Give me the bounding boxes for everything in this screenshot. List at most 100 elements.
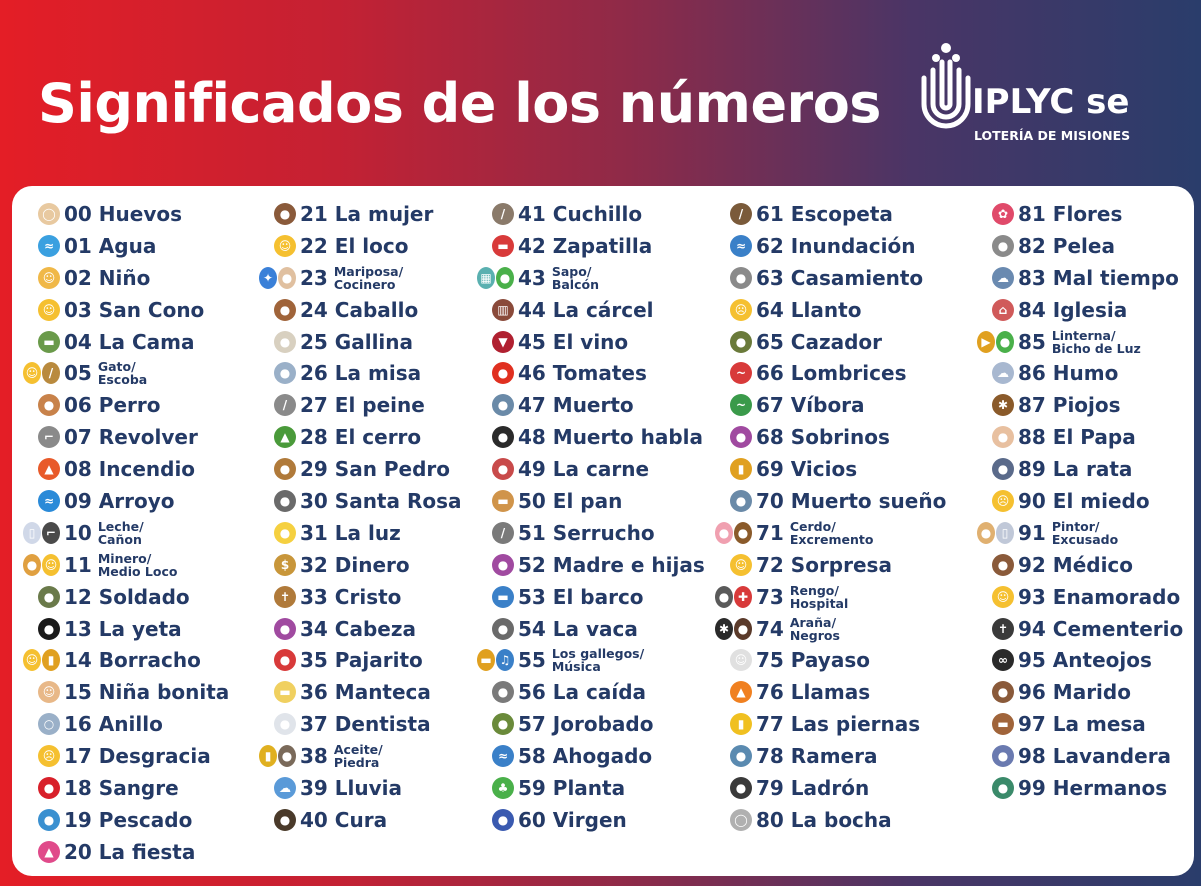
toilet-icon: ▯ bbox=[996, 521, 1014, 544]
list-item: ▬ 97 La mesa bbox=[976, 708, 1183, 740]
item-label: 18 Sangre bbox=[64, 775, 179, 800]
item-icons: ● bbox=[258, 362, 296, 385]
ship-icon: ▬ bbox=[492, 585, 514, 608]
cat-icon: ☺ bbox=[23, 362, 41, 385]
item-icons: ● ☺ bbox=[22, 553, 60, 576]
item-label: 86 Humo bbox=[1018, 361, 1119, 386]
list-item: ● 46 Tomates bbox=[476, 357, 705, 389]
list-item: ☁ 86 Humo bbox=[976, 357, 1183, 389]
list-item: ▬ 50 El pan bbox=[476, 485, 705, 517]
balcony-icon: ▦ bbox=[477, 266, 495, 289]
item-meaning-second: Piedra bbox=[333, 755, 380, 771]
item-meaning-first: Cerdo/ bbox=[789, 518, 836, 534]
louse-icon: ✱ bbox=[992, 394, 1014, 417]
hunchback-icon: ● bbox=[492, 713, 514, 736]
item-label: 62 Inundación bbox=[756, 233, 916, 258]
tomato-icon: ● bbox=[492, 362, 514, 385]
list-item: ▬ 36 Manteca bbox=[258, 676, 462, 708]
item-label: 06 Perro bbox=[64, 393, 161, 418]
list-item: ● ✚ 73 Rengo/Hospital bbox=[714, 581, 946, 613]
item-icons: ● bbox=[476, 426, 514, 449]
item-label: 87 Piojos bbox=[1018, 393, 1121, 418]
scared-face-icon: ☹ bbox=[992, 489, 1014, 512]
doctor-icon: ● bbox=[992, 553, 1014, 576]
item-label: 44 La cárcel bbox=[518, 297, 654, 322]
cook-icon: ● bbox=[278, 266, 296, 289]
item-icons: ○ bbox=[22, 713, 60, 736]
list-item: ≈62 Inundación bbox=[714, 230, 946, 262]
item-meaning-second: Negros bbox=[789, 627, 840, 643]
item-icons: ✝ bbox=[258, 585, 296, 608]
beer-icon: ▮ bbox=[42, 649, 60, 672]
list-item: ▲ 76 Llamas bbox=[714, 676, 946, 708]
column-5: ✿ 81 Flores ● 82 Pelea ☁ 83 Mal tiempo ⌂ 84 Igl… bbox=[976, 198, 1183, 804]
item-label: 09 Arroyo bbox=[64, 488, 175, 513]
flame-icon: ▲ bbox=[730, 681, 752, 704]
thief-icon: ● bbox=[730, 776, 752, 799]
bird-icon: ● bbox=[274, 649, 296, 672]
list-item: ▶ ● 85 Linterna/Bicho de Luz bbox=[976, 326, 1183, 358]
girl-icon: ☺ bbox=[38, 681, 60, 704]
list-item: ▲ 08 Incendio bbox=[22, 453, 229, 485]
item-meaning-first: Gato/ bbox=[97, 359, 136, 375]
list-item: ● 63 Casamiento bbox=[714, 262, 946, 294]
item-label: 08 Incendio bbox=[64, 457, 196, 482]
list-item: ● 70 Muerto sueño bbox=[714, 485, 946, 517]
item-icons: ● bbox=[258, 808, 296, 831]
virgin-icon: ● bbox=[492, 808, 514, 831]
list-item: ● 48 Muerto habla bbox=[476, 421, 705, 453]
fire-house-icon: ▲ bbox=[38, 458, 60, 481]
wave-icon: ≈ bbox=[38, 489, 60, 512]
list-item: ● 24 Caballo bbox=[258, 294, 462, 326]
item-label: 15 Niña bonita bbox=[64, 680, 230, 705]
soldier-icon: ● bbox=[38, 585, 60, 608]
list-item: ● 34 Cabeza bbox=[258, 613, 462, 645]
item-meaning-first: Linterna/ bbox=[1051, 327, 1116, 343]
item-icons: ⌐ bbox=[22, 426, 60, 449]
item-icons: / bbox=[714, 202, 752, 225]
item-icons: ● bbox=[976, 745, 1014, 768]
item-icons: ● bbox=[476, 808, 514, 831]
item-label: 14 Borracho bbox=[64, 648, 201, 673]
item-icons: ☺ bbox=[22, 298, 60, 321]
rain-cloud-icon: ☁ bbox=[274, 776, 296, 799]
item-icons: ● bbox=[258, 521, 296, 544]
item-icons: ▲ bbox=[22, 840, 60, 863]
cigarette-beer-icon: ▮ bbox=[730, 458, 752, 481]
item-icons: ● bbox=[976, 776, 1014, 799]
item-icons: ☺ bbox=[714, 649, 752, 672]
item-label: 51 Serrucho bbox=[518, 520, 655, 545]
item-meaning-second: Balcón bbox=[551, 276, 599, 292]
fight-icon: ● bbox=[992, 234, 1014, 257]
logo-name: IPLYC se bbox=[972, 82, 1130, 122]
item-meaning-first: Rengo/ bbox=[789, 582, 839, 598]
list-item: ● 30 Santa Rosa bbox=[258, 485, 462, 517]
hen-icon: ● bbox=[274, 330, 296, 353]
item-number: 10 bbox=[64, 520, 92, 545]
item-meaning-first: Minero/ bbox=[97, 550, 152, 566]
item-label: 25 Gallina bbox=[300, 329, 414, 354]
item-icons: ◯ bbox=[714, 808, 752, 831]
item-label: 24 Caballo bbox=[300, 297, 419, 322]
item-number: 11 bbox=[64, 552, 92, 577]
speaking-head-icon: ● bbox=[492, 426, 514, 449]
item-meanings: Los gallegos/Música bbox=[552, 647, 644, 673]
item-meaning-first: Pintor/ bbox=[1051, 518, 1100, 534]
item-label: 35 Pajarito bbox=[300, 648, 423, 673]
list-item: ● 88 El Papa bbox=[976, 421, 1183, 453]
list-item: /41 Cuchillo bbox=[476, 198, 705, 230]
saint-peter-icon: ● bbox=[274, 458, 296, 481]
list-item: ♣ 59 Planta bbox=[476, 772, 705, 804]
item-icons: ● bbox=[476, 362, 514, 385]
laughing-face-icon: ☺ bbox=[23, 649, 41, 672]
item-label: 77 Las piernas bbox=[756, 712, 921, 737]
list-item: ≈58 Ahogado bbox=[476, 740, 705, 772]
item-icons: ▮ bbox=[714, 713, 752, 736]
item-label: 94 Cementerio bbox=[1018, 616, 1184, 641]
item-number: 85 bbox=[1018, 329, 1046, 354]
item-meaning-second: Excusado bbox=[1051, 531, 1119, 547]
item-icons: ● bbox=[22, 808, 60, 831]
item-icons: ● bbox=[258, 649, 296, 672]
item-label: 59 Planta bbox=[518, 775, 626, 800]
item-icons: ▲ bbox=[258, 426, 296, 449]
